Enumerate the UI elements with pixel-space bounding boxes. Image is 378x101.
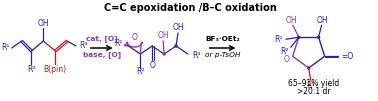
Text: cat, [O]: cat, [O] (86, 36, 118, 42)
Text: O: O (284, 55, 290, 64)
Text: >20:1 dr: >20:1 dr (297, 86, 330, 96)
Text: OH: OH (157, 32, 169, 41)
Circle shape (175, 45, 177, 47)
Circle shape (163, 53, 165, 55)
Text: base, [O]: base, [O] (83, 52, 121, 58)
Text: R³: R³ (192, 52, 200, 60)
Text: B(pin): B(pin) (43, 65, 67, 74)
Text: R²: R² (27, 65, 36, 74)
Text: or p-TsOH: or p-TsOH (205, 52, 240, 58)
Text: O: O (132, 33, 137, 42)
Circle shape (308, 67, 310, 69)
Text: C=C epoxidation /B–C oxidation: C=C epoxidation /B–C oxidation (104, 3, 277, 13)
Text: R¹: R¹ (114, 39, 122, 48)
Text: =O: =O (342, 52, 354, 61)
Text: OH: OH (172, 24, 184, 33)
Text: R²: R² (280, 47, 289, 56)
Text: O: O (149, 60, 155, 69)
Text: R³: R³ (307, 80, 315, 89)
Text: OH: OH (37, 18, 49, 27)
Text: R¹: R¹ (274, 35, 283, 44)
Circle shape (318, 36, 319, 38)
Text: OH: OH (317, 16, 328, 25)
Circle shape (298, 36, 300, 38)
Text: OH: OH (286, 16, 298, 25)
Text: R¹: R¹ (1, 44, 10, 53)
Text: BF₃·OEt₂: BF₃·OEt₂ (205, 36, 240, 42)
Text: R³: R³ (79, 42, 87, 50)
Text: 65–91% yield: 65–91% yield (288, 78, 339, 87)
Text: R²: R² (136, 67, 145, 76)
